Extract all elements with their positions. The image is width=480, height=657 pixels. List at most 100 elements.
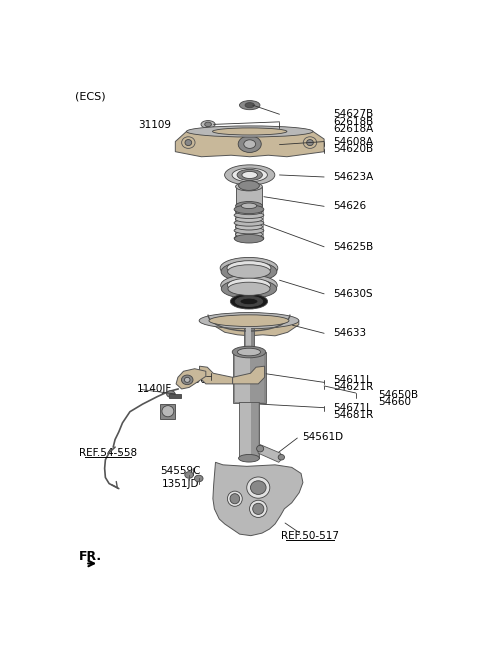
Ellipse shape bbox=[250, 500, 267, 518]
Polygon shape bbox=[200, 366, 233, 384]
Ellipse shape bbox=[167, 391, 175, 397]
Ellipse shape bbox=[235, 231, 263, 238]
Ellipse shape bbox=[235, 215, 263, 222]
Ellipse shape bbox=[221, 261, 277, 282]
Ellipse shape bbox=[221, 279, 276, 298]
Text: 53010: 53010 bbox=[187, 375, 220, 385]
Ellipse shape bbox=[186, 126, 313, 137]
Ellipse shape bbox=[234, 219, 264, 226]
Ellipse shape bbox=[228, 278, 271, 292]
Text: 54650B: 54650B bbox=[378, 390, 418, 399]
Ellipse shape bbox=[204, 122, 211, 127]
Text: 54630S: 54630S bbox=[334, 289, 373, 299]
Ellipse shape bbox=[239, 455, 259, 462]
Polygon shape bbox=[175, 131, 324, 157]
Text: 54623A: 54623A bbox=[334, 172, 373, 182]
Ellipse shape bbox=[228, 265, 270, 279]
Ellipse shape bbox=[234, 227, 264, 234]
Text: 1351JD: 1351JD bbox=[162, 478, 200, 489]
Ellipse shape bbox=[251, 481, 266, 495]
Ellipse shape bbox=[239, 181, 259, 191]
Ellipse shape bbox=[234, 212, 264, 219]
Text: 62618A: 62618A bbox=[334, 124, 373, 135]
Ellipse shape bbox=[234, 235, 264, 243]
Bar bbox=[244, 319, 254, 352]
Ellipse shape bbox=[307, 139, 313, 146]
Bar bbox=[240, 403, 251, 457]
Ellipse shape bbox=[257, 445, 264, 452]
Text: 54559C: 54559C bbox=[161, 466, 201, 476]
Bar bbox=[251, 353, 264, 401]
Ellipse shape bbox=[245, 102, 254, 108]
Text: REF.54-558: REF.54-558 bbox=[79, 448, 137, 458]
Ellipse shape bbox=[235, 208, 263, 215]
Ellipse shape bbox=[237, 170, 263, 181]
Bar bbox=[233, 352, 266, 403]
Bar bbox=[235, 210, 263, 238]
Ellipse shape bbox=[278, 455, 285, 460]
Ellipse shape bbox=[162, 405, 174, 417]
Ellipse shape bbox=[235, 223, 263, 230]
Text: 54608A: 54608A bbox=[334, 137, 373, 147]
Ellipse shape bbox=[232, 168, 267, 182]
Ellipse shape bbox=[234, 235, 264, 242]
Ellipse shape bbox=[185, 139, 192, 146]
Bar bbox=[235, 353, 251, 401]
Bar bbox=[239, 401, 259, 459]
Text: 54561D: 54561D bbox=[302, 432, 343, 442]
Ellipse shape bbox=[247, 477, 270, 498]
Ellipse shape bbox=[232, 346, 266, 358]
Ellipse shape bbox=[220, 258, 278, 279]
Ellipse shape bbox=[236, 182, 263, 191]
Text: 1140JF: 1140JF bbox=[137, 384, 172, 394]
Ellipse shape bbox=[209, 315, 289, 327]
Ellipse shape bbox=[235, 296, 263, 306]
Text: 54620B: 54620B bbox=[334, 144, 373, 154]
Ellipse shape bbox=[303, 137, 317, 148]
Text: 54626: 54626 bbox=[334, 201, 367, 212]
Polygon shape bbox=[258, 445, 282, 463]
Ellipse shape bbox=[184, 377, 190, 382]
Ellipse shape bbox=[199, 313, 299, 328]
Bar bbox=[168, 394, 180, 397]
Ellipse shape bbox=[230, 294, 267, 309]
Bar bbox=[236, 187, 263, 206]
Ellipse shape bbox=[225, 165, 275, 185]
Text: 54681R: 54681R bbox=[334, 410, 373, 420]
Text: FR.: FR. bbox=[79, 551, 102, 564]
Ellipse shape bbox=[181, 375, 193, 384]
Ellipse shape bbox=[230, 493, 240, 504]
Ellipse shape bbox=[244, 140, 256, 148]
Bar bbox=[246, 320, 251, 351]
Ellipse shape bbox=[221, 275, 277, 296]
Ellipse shape bbox=[213, 128, 287, 135]
Ellipse shape bbox=[194, 475, 203, 482]
Ellipse shape bbox=[241, 203, 257, 209]
Ellipse shape bbox=[238, 136, 261, 152]
Ellipse shape bbox=[240, 101, 260, 110]
Ellipse shape bbox=[236, 202, 263, 210]
Ellipse shape bbox=[228, 491, 242, 507]
Text: 31109: 31109 bbox=[139, 120, 172, 130]
Text: 54625B: 54625B bbox=[334, 242, 373, 252]
Text: 54627B: 54627B bbox=[334, 109, 373, 120]
Ellipse shape bbox=[242, 171, 258, 179]
Ellipse shape bbox=[201, 121, 215, 128]
Polygon shape bbox=[200, 321, 299, 336]
Text: REF.50-517: REF.50-517 bbox=[281, 531, 339, 541]
Text: (ECS): (ECS) bbox=[75, 91, 106, 101]
Polygon shape bbox=[233, 366, 264, 384]
Ellipse shape bbox=[234, 205, 264, 214]
Ellipse shape bbox=[252, 503, 264, 514]
Ellipse shape bbox=[181, 137, 195, 148]
Ellipse shape bbox=[240, 298, 258, 305]
Text: 54611L: 54611L bbox=[334, 375, 372, 386]
Ellipse shape bbox=[238, 348, 261, 356]
Bar bbox=[251, 403, 258, 457]
Ellipse shape bbox=[228, 283, 270, 296]
Text: 54633: 54633 bbox=[334, 328, 367, 338]
Text: 54660: 54660 bbox=[378, 397, 411, 407]
Ellipse shape bbox=[227, 261, 271, 275]
Bar bbox=[160, 403, 175, 419]
Text: 54621R: 54621R bbox=[334, 382, 373, 392]
